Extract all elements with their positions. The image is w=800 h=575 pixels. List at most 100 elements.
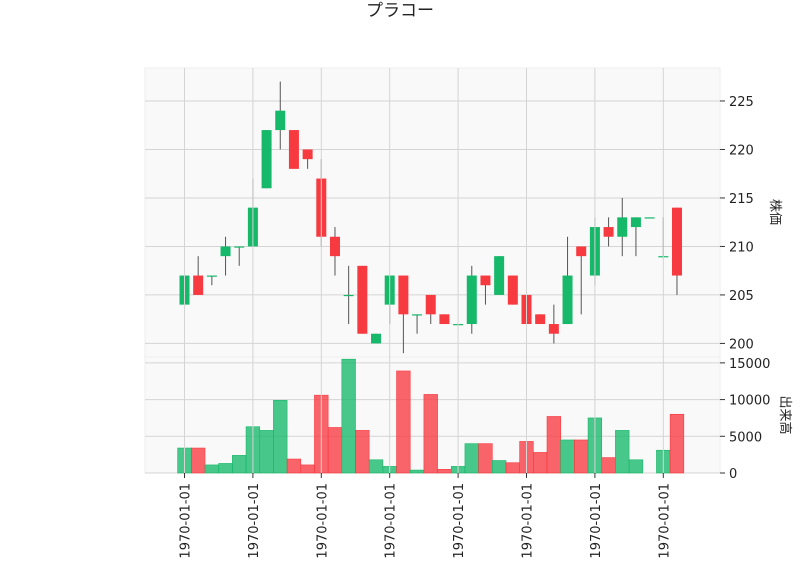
candle-body <box>343 294 354 297</box>
price-tick-label: 200 <box>729 337 754 352</box>
candle-up <box>371 333 382 344</box>
volume-bar <box>533 452 548 474</box>
volume-bar <box>574 439 589 474</box>
volume-bar <box>628 459 644 474</box>
candle-down <box>425 294 436 325</box>
candle-up <box>275 81 286 150</box>
volume-bar <box>232 455 247 474</box>
price-axis-label: 株価 <box>767 199 782 225</box>
volume-bar <box>505 462 520 474</box>
volume-bar <box>300 464 315 474</box>
volume-tick-label: 0 <box>729 467 737 482</box>
candle-body <box>603 227 614 237</box>
volume-bar <box>204 464 220 474</box>
candle-body <box>644 217 655 219</box>
volume-tick-labels: 0 5000 10000 15000 <box>720 357 770 482</box>
x-tick-labels: 1970-01-01 1970-01-01 1970-01-01 1970-01-01… <box>179 473 672 559</box>
volume-bar <box>615 430 630 474</box>
candle-body <box>617 217 628 237</box>
volume-bar <box>546 416 562 474</box>
volume-bar <box>478 443 493 474</box>
x-tick-label: 1970-01-01 <box>315 483 330 559</box>
price-tick-label: 215 <box>729 192 754 207</box>
candle-down <box>302 149 313 169</box>
price-tick-labels: 200 205 210 215 220 225 <box>720 95 754 352</box>
candle-down <box>548 304 559 344</box>
volume-bar <box>669 413 685 474</box>
price-tick-label: 225 <box>729 95 754 110</box>
volume-bar <box>464 443 479 474</box>
volume-tick-label: 10000 <box>729 394 770 409</box>
candle-body <box>562 275 573 325</box>
candle-up <box>220 236 231 276</box>
x-tick-label: 1970-01-01 <box>657 483 672 559</box>
candle-body <box>466 275 477 325</box>
candle-up <box>343 265 354 325</box>
candle-down <box>603 217 614 247</box>
candle-body <box>193 275 204 295</box>
candle-body <box>357 265 368 334</box>
candle-body <box>535 314 546 325</box>
volume-bar <box>437 469 452 474</box>
volume-bar <box>259 430 274 474</box>
candle-up <box>644 217 655 219</box>
price-tick-label: 210 <box>729 240 754 255</box>
candle-up <box>494 256 505 295</box>
volume-bar <box>396 370 411 474</box>
candle-body <box>220 246 231 257</box>
x-tick-label: 1970-01-01 <box>247 483 262 559</box>
volume-bar <box>409 469 425 474</box>
candle-up <box>234 246 245 266</box>
chart-title: プラコー <box>366 1 434 21</box>
candle-up <box>466 265 477 334</box>
candle-down <box>329 227 340 276</box>
volume-bar <box>191 447 206 474</box>
candle-body <box>507 275 518 305</box>
volume-bar <box>601 457 616 474</box>
candle-down <box>671 207 682 295</box>
candle-up <box>261 130 272 189</box>
candle-down <box>398 275 409 354</box>
volume-panel: 0 5000 10000 15000 出来高 <box>144 356 793 482</box>
candle-body <box>630 217 641 228</box>
candle-body <box>302 149 313 160</box>
volume-bar <box>491 460 507 474</box>
candle-body <box>439 314 450 325</box>
volume-bar <box>560 439 575 474</box>
candle-body <box>671 207 682 276</box>
candle-body <box>261 130 272 189</box>
candle-body <box>234 246 245 248</box>
candle-body <box>548 324 559 334</box>
volume-tick-label: 5000 <box>729 430 762 445</box>
x-tick-label: 1970-01-01 <box>452 483 467 559</box>
volume-bar <box>286 458 302 474</box>
volume-bar <box>218 463 233 474</box>
candle-down <box>193 256 204 295</box>
candle-down <box>288 130 299 169</box>
price-tick-label: 220 <box>729 143 754 158</box>
x-gridlines <box>184 68 664 473</box>
candle-down <box>357 265 368 334</box>
price-panel: 200 205 210 215 220 225 株価 <box>144 67 782 358</box>
volume-bar <box>423 394 438 474</box>
candle-body <box>480 275 491 286</box>
candle-body <box>398 275 409 315</box>
x-tick-label: 1970-01-01 <box>179 483 194 559</box>
price-tick-label: 205 <box>729 289 754 304</box>
volume-bar <box>355 430 370 474</box>
candle-down <box>507 275 518 305</box>
candle-body <box>275 110 286 131</box>
candle-up <box>412 314 423 334</box>
volume-bar <box>327 427 343 474</box>
candle-down <box>576 246 587 315</box>
candle-up <box>206 275 217 286</box>
x-tick-label: 1970-01-01 <box>589 483 604 559</box>
volume-bar <box>368 459 384 474</box>
candle-body <box>412 314 423 316</box>
candle-down <box>480 275 491 305</box>
volume-bar <box>341 358 356 474</box>
volume-tick-label: 15000 <box>729 357 770 372</box>
x-tick-label: 1970-01-01 <box>521 483 536 559</box>
candle-up <box>630 217 641 257</box>
